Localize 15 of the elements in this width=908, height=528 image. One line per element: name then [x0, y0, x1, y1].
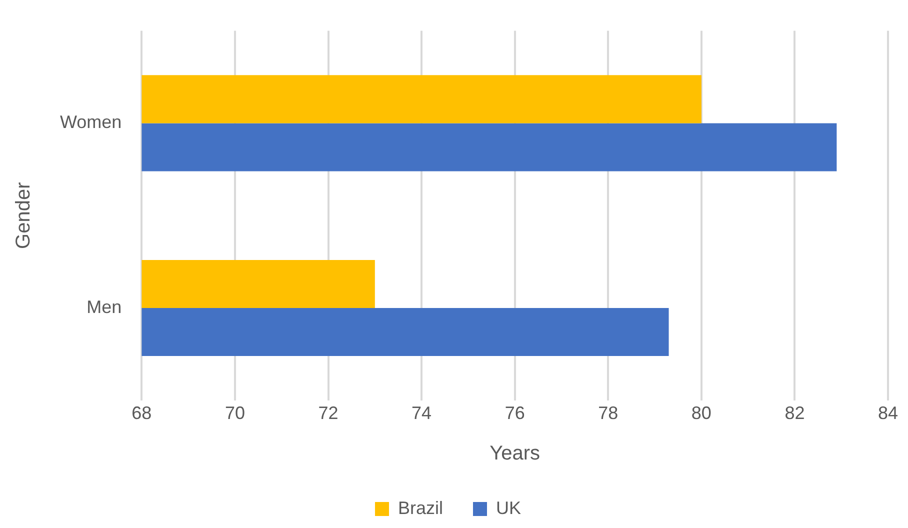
x-tick-label: 68 [132, 403, 152, 424]
legend-label: Brazil [398, 498, 444, 518]
x-tick-label: 82 [784, 403, 805, 424]
x-tick-label: 74 [412, 403, 432, 424]
x-tick-label: 80 [691, 403, 712, 424]
x-tick-label: 70 [224, 403, 245, 424]
x-axis-title: Years [490, 442, 540, 465]
y-tick-label: Women [60, 112, 122, 132]
x-tick-label: 78 [598, 403, 618, 424]
y-tick-label: Men [86, 296, 122, 317]
legend-label: UK [496, 498, 522, 518]
y-axis-title: Gender [12, 182, 35, 249]
x-tick-label: 72 [318, 403, 338, 424]
x-tick-label: 84 [878, 403, 898, 424]
x-tick-label: 76 [504, 403, 525, 424]
